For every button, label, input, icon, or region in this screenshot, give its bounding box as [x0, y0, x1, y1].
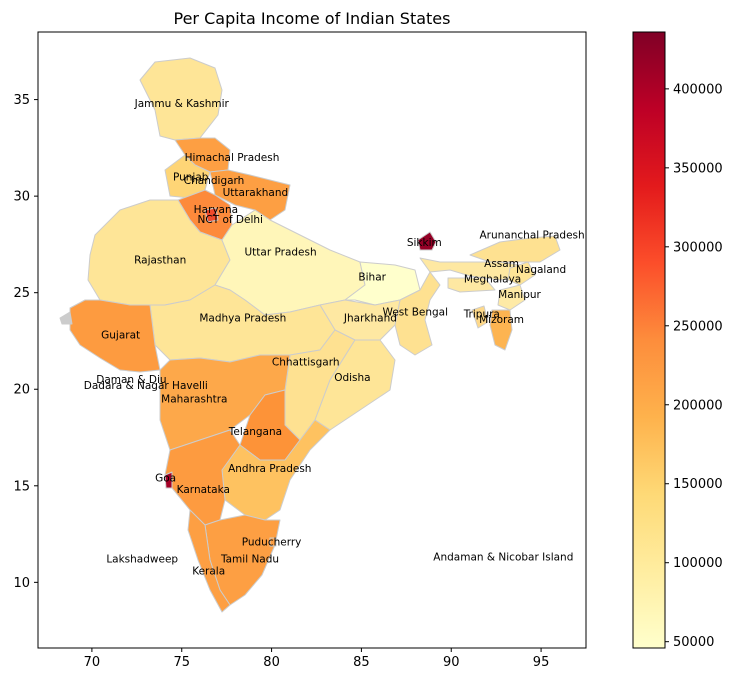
axes-frame [37, 31, 587, 649]
state-label: Andaman & Nicobar Island [433, 552, 573, 564]
state-label: NCT of Delhi [198, 214, 263, 226]
state-label: Lakshadweep [106, 554, 178, 566]
state-label: Jammu & Kashmir [134, 98, 230, 110]
region-shape-uttarakhand [209, 169, 291, 221]
state-label: Odisha [334, 372, 370, 384]
region-shape-nagaland [507, 261, 536, 286]
state-label: Assam [484, 258, 519, 270]
state-label: West Bengal [383, 307, 449, 319]
state-label: Bihar [358, 272, 386, 284]
region-shape-punjab [164, 154, 211, 199]
x-tick-label: 70 [84, 655, 101, 670]
colorbar-tick-label: 300000 [673, 240, 723, 255]
state-label: Chandigarh [184, 175, 245, 187]
x-tick-label: 80 [263, 655, 280, 670]
region-shape-mizoram [489, 309, 513, 351]
region-shape-puducherry [269, 537, 277, 547]
state-label: Telangana [228, 426, 282, 438]
x-tick-label: 85 [353, 655, 370, 670]
x-axis: 70 75 80 85 90 95 [84, 648, 550, 670]
state-label: Arunanchal Pradesh [480, 229, 585, 241]
region-shape-tripura [471, 305, 489, 329]
state-label: Himachal Pradesh [185, 152, 280, 164]
region-shape-kerala [187, 509, 231, 613]
state-label: Madhya Pradesh [199, 312, 286, 324]
colorbar-tick-label: 200000 [673, 398, 723, 413]
state-label: Mizoram [479, 314, 524, 326]
y-tick-label: 10 [13, 576, 30, 591]
state-label: Andhra Pradesh [228, 463, 311, 475]
state-label: Goa [155, 473, 176, 485]
state-label: Meghalaya [464, 274, 521, 286]
y-tick-label: 15 [13, 479, 30, 494]
state-label: Sikkim [407, 237, 442, 249]
region-shape-manipur [497, 284, 526, 311]
region-shape-west-bengal [394, 271, 441, 356]
state-label: Gujarat [101, 330, 140, 342]
x-tick-label: 75 [173, 655, 190, 670]
colorbar [632, 31, 666, 649]
chart-title: Per Capita Income of Indian States [174, 9, 451, 28]
state-label: Daman & Diu [96, 374, 166, 386]
state-label: Karnataka [177, 484, 230, 496]
colorbar-tick-label: 100000 [673, 556, 723, 571]
colorbar-tick-label: 350000 [673, 161, 723, 176]
state-label: Jharkhand [343, 312, 397, 324]
colorbar-tick-label: 400000 [673, 82, 723, 97]
y-tick-label: 20 [13, 383, 30, 398]
state-label: Maharashtra [161, 393, 227, 405]
state-label: Rajasthan [134, 254, 186, 266]
state-label: Tamil Nadu [220, 554, 279, 566]
region-shape-andhra [221, 419, 331, 521]
region-shape-sikkim [417, 231, 437, 251]
y-axis: 10 15 20 25 30 35 [13, 93, 38, 591]
state-label: Chhattisgarh [272, 357, 340, 369]
colorbar-ticks: 50000 100000 150000 200000 250000 300000 35000… [665, 82, 723, 650]
state-labels: Jammu & Kashmir Himachal Pradesh PunjabCha… [84, 98, 585, 577]
state-label: Manipur [498, 289, 541, 301]
state-label: Punjab [173, 171, 209, 183]
colorbar-tick-label: 150000 [673, 477, 723, 492]
y-tick-label: 30 [13, 190, 30, 205]
state-label: Tripura [463, 308, 500, 320]
state-label: Nagaland [516, 264, 566, 276]
region-shape-pok [59, 311, 73, 325]
y-tick-label: 35 [13, 93, 30, 108]
state-label: Haryana [194, 204, 238, 216]
colorbar-tick-label: 50000 [673, 635, 714, 650]
region-shape-jammu-kashmir [139, 57, 223, 141]
x-tick-label: 95 [533, 655, 550, 670]
state-label: Uttarakhand [223, 187, 289, 199]
y-tick-label: 25 [13, 286, 30, 301]
region-shape-meghalaya [447, 277, 496, 293]
region-shape-delhi [204, 207, 219, 223]
state-label: Uttar Pradesh [244, 247, 316, 259]
state-label: Kerala [192, 565, 225, 577]
map-area: Jammu & Kashmir Himachal Pradesh PunjabCha… [59, 57, 585, 613]
x-tick-label: 90 [443, 655, 460, 670]
colorbar-tick-label: 250000 [673, 319, 723, 334]
state-label: Dadara & Nagar Havelli [84, 380, 208, 392]
state-label: Puducherry [242, 536, 302, 548]
